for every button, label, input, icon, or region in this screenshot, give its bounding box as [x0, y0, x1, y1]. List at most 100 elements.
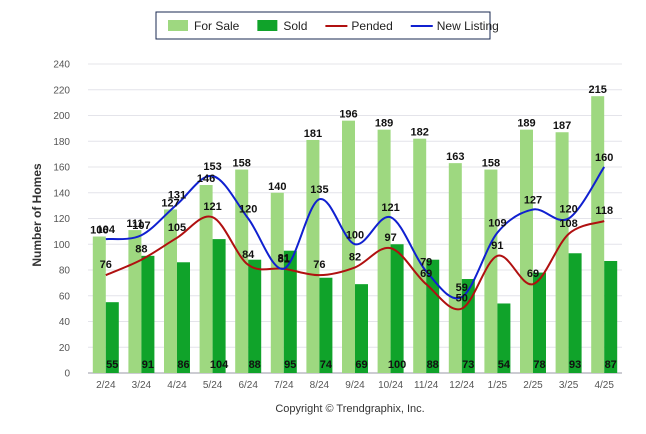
bar-sold	[390, 244, 404, 373]
data-label-pended: 81	[278, 253, 290, 265]
data-label-sold: 88	[427, 359, 439, 371]
y-tick-label: 40	[59, 317, 71, 328]
y-tick-label: 220	[53, 85, 70, 96]
y-tick-label: 0	[64, 369, 70, 380]
data-label-sold: 69	[355, 359, 367, 371]
bar-sold	[319, 277, 333, 373]
legend-label: Sold	[283, 19, 307, 33]
legend-label: New Listing	[437, 19, 499, 33]
bar-for-sale	[235, 169, 249, 373]
data-label-new-listing: 120	[239, 204, 257, 216]
data-label-new-listing: 127	[524, 194, 542, 206]
data-label-sold: 95	[284, 359, 296, 371]
bar-for-sale	[164, 209, 177, 373]
legend-label: For Sale	[194, 19, 240, 33]
bar-for-sale	[520, 129, 533, 373]
data-label-new-listing: 131	[168, 189, 186, 201]
bar-for-sale	[92, 236, 106, 373]
bar-sold	[533, 272, 546, 373]
legend-item-new-listing: New Listing	[410, 19, 499, 33]
x-tick-label: 1/25	[488, 380, 508, 391]
data-label-for-sale: 181	[304, 128, 322, 140]
data-label-for-sale: 196	[339, 109, 357, 121]
data-label-new-listing: 59	[456, 282, 468, 294]
bar-sold	[355, 284, 368, 373]
data-label-new-listing: 120	[559, 204, 577, 216]
data-label-new-listing: 160	[595, 152, 613, 164]
x-tick-label: 4/24	[167, 380, 187, 391]
data-label-new-listing: 121	[381, 202, 399, 214]
data-label-pended: 50	[456, 293, 468, 305]
bar-for-sale	[555, 132, 569, 373]
data-label-for-sale: 215	[589, 84, 607, 96]
bar-for-sale	[306, 139, 320, 373]
data-label-pended: 105	[168, 222, 186, 234]
bar-sold	[141, 255, 155, 373]
bar-sold	[283, 250, 297, 373]
data-label-for-sale: 158	[233, 158, 251, 170]
data-label-sold: 87	[605, 359, 617, 371]
bar-sold	[105, 302, 119, 373]
bar-for-sale	[591, 96, 605, 373]
data-label-sold: 54	[498, 359, 511, 371]
x-tick-label: 11/24	[414, 380, 439, 391]
bar-sold	[212, 239, 226, 373]
data-label-pended: 91	[491, 240, 503, 252]
data-label-new-listing: 135	[310, 184, 328, 196]
x-tick-label: 9/24	[345, 380, 365, 391]
data-label-for-sale: 158	[482, 158, 500, 170]
data-label-pended: 97	[384, 232, 396, 244]
bar-sold	[461, 279, 475, 373]
data-label-new-listing: 109	[488, 218, 506, 230]
x-tick-label: 6/24	[238, 380, 258, 391]
data-label-for-sale: 189	[375, 118, 393, 130]
data-label-new-listing: 153	[203, 161, 221, 173]
line-new-listing	[105, 166, 606, 300]
y-tick-label: 140	[53, 188, 70, 199]
x-tick-label: 2/24	[96, 380, 116, 391]
bar-for-sale	[342, 120, 355, 374]
bar-sold	[568, 253, 582, 373]
x-tick-label: 3/24	[132, 380, 152, 391]
x-tick-label: 8/24	[310, 380, 330, 391]
bar-sold	[604, 260, 618, 373]
y-tick-label: 60	[59, 291, 71, 302]
bars	[92, 96, 618, 374]
line-pended	[105, 215, 605, 311]
x-tick-label: 3/25	[559, 380, 579, 391]
data-label-sold: 78	[533, 359, 545, 371]
data-label-sold: 91	[142, 359, 154, 371]
data-label-new-listing: 104	[97, 224, 116, 236]
y-tick-label: 180	[53, 137, 70, 148]
y-tick-label: 120	[53, 214, 70, 225]
data-label-pended: 82	[349, 251, 361, 263]
bar-for-sale	[484, 169, 498, 373]
bar-sold	[248, 259, 262, 373]
data-label-pended: 118	[595, 205, 613, 217]
data-label-sold: 93	[569, 359, 581, 371]
data-label-pended: 108	[559, 218, 577, 230]
data-label-pended: 76	[313, 259, 325, 271]
data-label-sold: 104	[210, 359, 229, 371]
x-tick-label: 12/24	[449, 380, 474, 391]
data-label-sold: 86	[177, 359, 189, 371]
bar-for-sale	[270, 192, 284, 373]
data-label-for-sale: 187	[553, 120, 571, 132]
data-label-sold: 100	[388, 359, 406, 371]
series-lines	[105, 166, 606, 311]
legend-item-sold: Sold	[257, 19, 307, 33]
x-tick-label: 7/24	[274, 380, 294, 391]
legend-item-for-sale: For Sale	[168, 19, 240, 33]
x-tick-label: 10/24	[378, 380, 403, 391]
legend-frame	[155, 11, 491, 40]
data-label-pended: 88	[135, 244, 147, 256]
x-tick-label: 4/25	[594, 380, 614, 391]
data-label-new-listing: 79	[420, 256, 432, 268]
data-label-pended: 69	[527, 268, 539, 280]
y-tick-label: 100	[53, 240, 70, 251]
y-tick-label: 160	[53, 163, 70, 174]
data-label-for-sale: 127	[161, 197, 179, 209]
data-label-pended: 69	[420, 268, 432, 280]
legend-swatch	[257, 20, 278, 31]
data-label-for-sale: 106	[90, 225, 108, 237]
